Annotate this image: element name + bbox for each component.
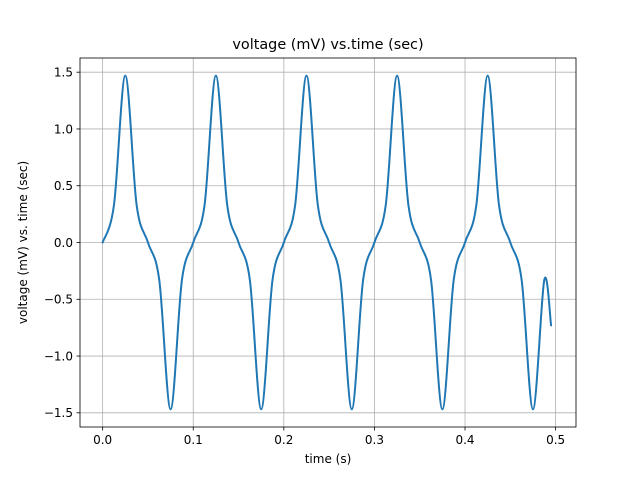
x-axis-title: time (s) xyxy=(305,452,352,466)
y-axis-title: voltage (mV) vs. time (sec) xyxy=(16,161,30,324)
y-tick-label: −1.0 xyxy=(44,349,73,363)
x-tick-label: 0.3 xyxy=(365,433,384,447)
x-tick-label: 0.1 xyxy=(184,433,203,447)
x-tick-label: 0.5 xyxy=(546,433,565,447)
y-tick-label: 1.0 xyxy=(54,122,73,136)
x-tick-label: 0.4 xyxy=(455,433,474,447)
y-tick-label: 0.0 xyxy=(54,236,73,250)
x-tick-label: 0.2 xyxy=(274,433,293,447)
y-tick-label: −0.5 xyxy=(44,293,73,307)
chart-title: voltage (mV) vs.time (sec) xyxy=(232,37,423,53)
ticks-layer: 0.0 0.1 0.2 0.3 0.4 0.5 −1.5 −1.0 −0.5 0.0 0.5 1.0 1… xyxy=(44,65,565,447)
y-tick-label: 0.5 xyxy=(54,179,73,193)
y-tick-label: 1.5 xyxy=(54,65,73,79)
series-layer xyxy=(101,74,553,411)
x-tick-label: 0.0 xyxy=(93,433,112,447)
series-line xyxy=(101,74,553,411)
y-tick-label: −1.5 xyxy=(44,406,73,420)
